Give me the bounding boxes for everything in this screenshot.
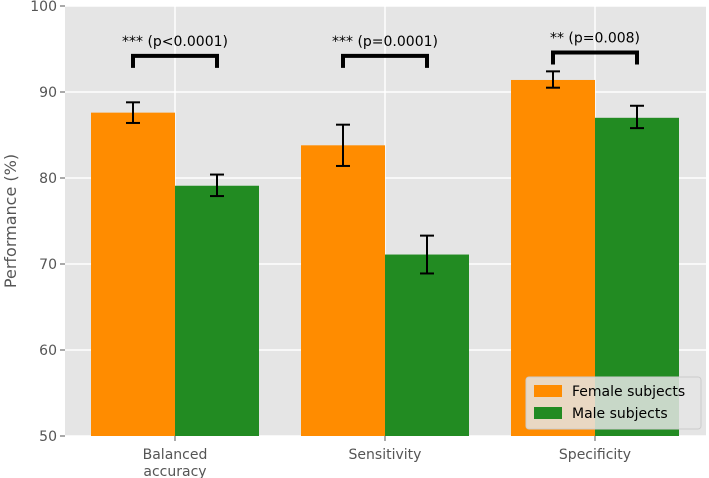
x-tick-label-1: Sensitivity xyxy=(349,447,422,463)
legend-swatch-1 xyxy=(534,407,562,419)
legend-label-0: Female subjects xyxy=(572,384,685,400)
x-tick-label-line: Balanced xyxy=(143,447,208,463)
error-bars xyxy=(126,70,644,275)
legend-label-1: Male subjects xyxy=(572,406,668,422)
y-tick-label-4: 90 xyxy=(39,85,57,101)
x-axis: Balanced accuracy Sensitivity Specificity xyxy=(143,436,631,478)
x-tick-label-2: Specificity xyxy=(559,447,631,463)
legend-swatch-0 xyxy=(534,385,562,397)
x-tick-label-0: Balanced accuracy xyxy=(143,447,208,478)
x-tick-label-line: Sensitivity xyxy=(349,447,422,463)
y-tick-label-3: 80 xyxy=(39,171,57,187)
significance-bracket-0 xyxy=(131,53,219,68)
legend: Female subjects Male subjects xyxy=(525,376,702,430)
bar-0-0 xyxy=(91,112,175,436)
significance-bracket-2 xyxy=(551,50,639,65)
y-tick-label-5: 100 xyxy=(30,0,57,15)
x-tick-label-line: Specificity xyxy=(559,447,631,463)
significance-annotations: *** (p<0.0001) *** (p=0.0001) ** (p=0.008) xyxy=(122,30,640,68)
significance-label-1: *** (p=0.0001) xyxy=(332,34,438,50)
significance-label-0: *** (p<0.0001) xyxy=(122,34,228,50)
y-axis: 50 60 70 80 90 100 xyxy=(30,0,65,445)
bar-0-1 xyxy=(301,145,385,436)
y-tick-label-2: 70 xyxy=(39,257,57,273)
bar-1-1 xyxy=(385,254,469,436)
y-axis-label: Performance (%) xyxy=(1,154,20,288)
y-tick-label-0: 50 xyxy=(39,429,57,445)
y-tick-label-1: 60 xyxy=(39,343,57,359)
significance-label-2: ** (p=0.008) xyxy=(550,30,640,46)
legend-box xyxy=(525,376,702,430)
x-tick-label-line: accuracy xyxy=(143,464,206,478)
bar-1-0 xyxy=(175,185,259,436)
significance-bracket-1 xyxy=(341,53,429,68)
